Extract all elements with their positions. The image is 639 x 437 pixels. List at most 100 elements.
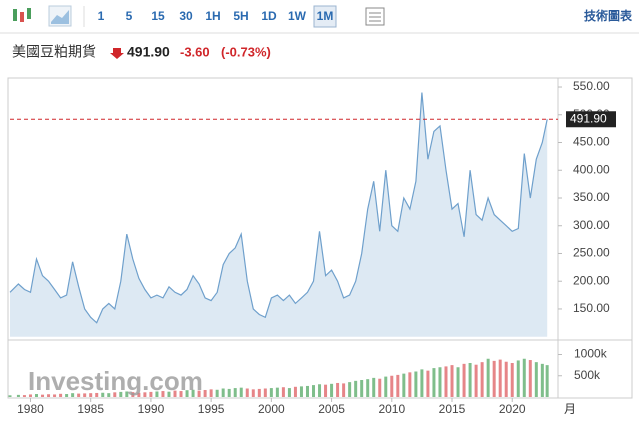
x-tick-label: 1980 [17,402,44,416]
price-change: -3.60 [180,44,210,59]
volume-bar [480,362,484,397]
volume-bar [281,387,285,397]
volume-bar [173,390,177,397]
volume-tick-label: 500k [574,368,601,382]
volume-bar [390,375,394,397]
x-tick-label: 1995 [198,402,225,416]
last-price-label: 491.90 [570,111,607,125]
toolbar: 1 5 15 30 1H 5H 1D 1W 1M [98,5,337,28]
interval-button[interactable]: 1H [205,9,220,23]
volume-bar [179,391,183,397]
volume-bar [34,394,38,397]
interval-button[interactable]: 5 [126,9,133,23]
volume-bar [510,363,514,397]
volume-bar [197,390,201,397]
watermark: Investing.com [28,366,203,396]
volume-bar [41,394,45,397]
volume-bar [59,393,63,397]
volume-bar [384,376,388,397]
settings-icon[interactable] [365,7,385,26]
volume-bar [378,378,382,397]
volume-bar [77,393,81,397]
plot: 150.00 200.00 250.00 300.00 350.00 400.00 450.… [8,79,616,416]
volume-bar [119,391,123,397]
candle-icon[interactable] [13,8,31,22]
volume-bar [125,391,129,397]
volume-bar [191,389,195,397]
y-tick-label: 150.00 [573,301,610,315]
volume-bar [167,391,171,397]
volume-bar [456,367,460,397]
volume-bar [438,367,442,397]
volume-bar [504,361,508,397]
volume-bar [22,395,26,397]
chart-frame [7,77,633,399]
volume-bar [318,384,322,397]
volume-bar [8,395,12,397]
volume-bar [396,374,400,397]
volume-bar [408,372,412,397]
x-tick-label: 1985 [77,402,104,416]
volume-bar [474,364,478,397]
x-unit: 月 [564,402,576,416]
volume-bar [360,380,364,397]
price-line [9,92,548,324]
volume-bar [462,363,466,397]
volume-bar [269,388,273,397]
volume-bar [83,393,87,397]
area-icon[interactable] [48,5,72,27]
volume-bar [305,385,309,397]
volume-bar [113,392,117,397]
volume-bar [354,380,358,397]
volume-bar [420,369,424,397]
interval-button[interactable]: 15 [151,9,165,23]
selected-interval [313,5,337,28]
volume-bar [257,388,261,397]
advanced-chart-link[interactable]: 技術圖表 [584,8,633,23]
price-area [10,92,548,337]
x-tick-label: 2020 [499,402,526,416]
volume-bar [426,370,430,397]
volume-bar [372,377,376,397]
down-arrow [110,48,124,59]
volume-bar [324,384,328,397]
volume-bar [516,360,520,397]
volume-bar [215,389,219,397]
interval-button[interactable]: 5H [233,9,248,23]
volume-bar [185,390,189,397]
volume-bar [53,394,57,397]
interval-button[interactable]: 1 [98,9,105,23]
volume-bar [492,360,496,397]
interval-button[interactable]: 1W [288,9,307,23]
volume-tick-label: 1000k [574,347,608,361]
volume-bar [468,363,472,397]
x-tick-label: 2005 [318,402,345,416]
volume-bar [312,385,316,397]
volume-bar [348,382,352,397]
volume-bar [233,388,237,397]
volume-bar [203,389,207,397]
y-tick-label: 200.00 [573,273,610,287]
volume-bar [330,383,334,397]
volume-bar [161,391,165,397]
interval-button[interactable]: 30 [179,9,193,23]
y-tick-label: 250.00 [573,246,610,260]
volume-bar [239,387,243,397]
volume-bar [221,388,225,397]
interval-button[interactable]: 1D [261,9,277,23]
volume-bar [545,365,549,397]
interval-button[interactable]: 1M [317,9,334,23]
volume-bar [336,382,340,397]
volume-bar [28,394,32,397]
volume-bar [293,386,297,397]
y-tick-label: 300.00 [573,218,610,232]
volume-bar [486,358,490,397]
volume-bar [522,358,526,397]
volume-bar [209,389,213,397]
instrument-name: 美國豆粕期貨 [12,44,96,60]
y-tick-label: 450.00 [573,135,610,149]
volume-bar [275,387,279,397]
volume-bar [101,392,105,397]
y-tick-label: 400.00 [573,162,610,176]
